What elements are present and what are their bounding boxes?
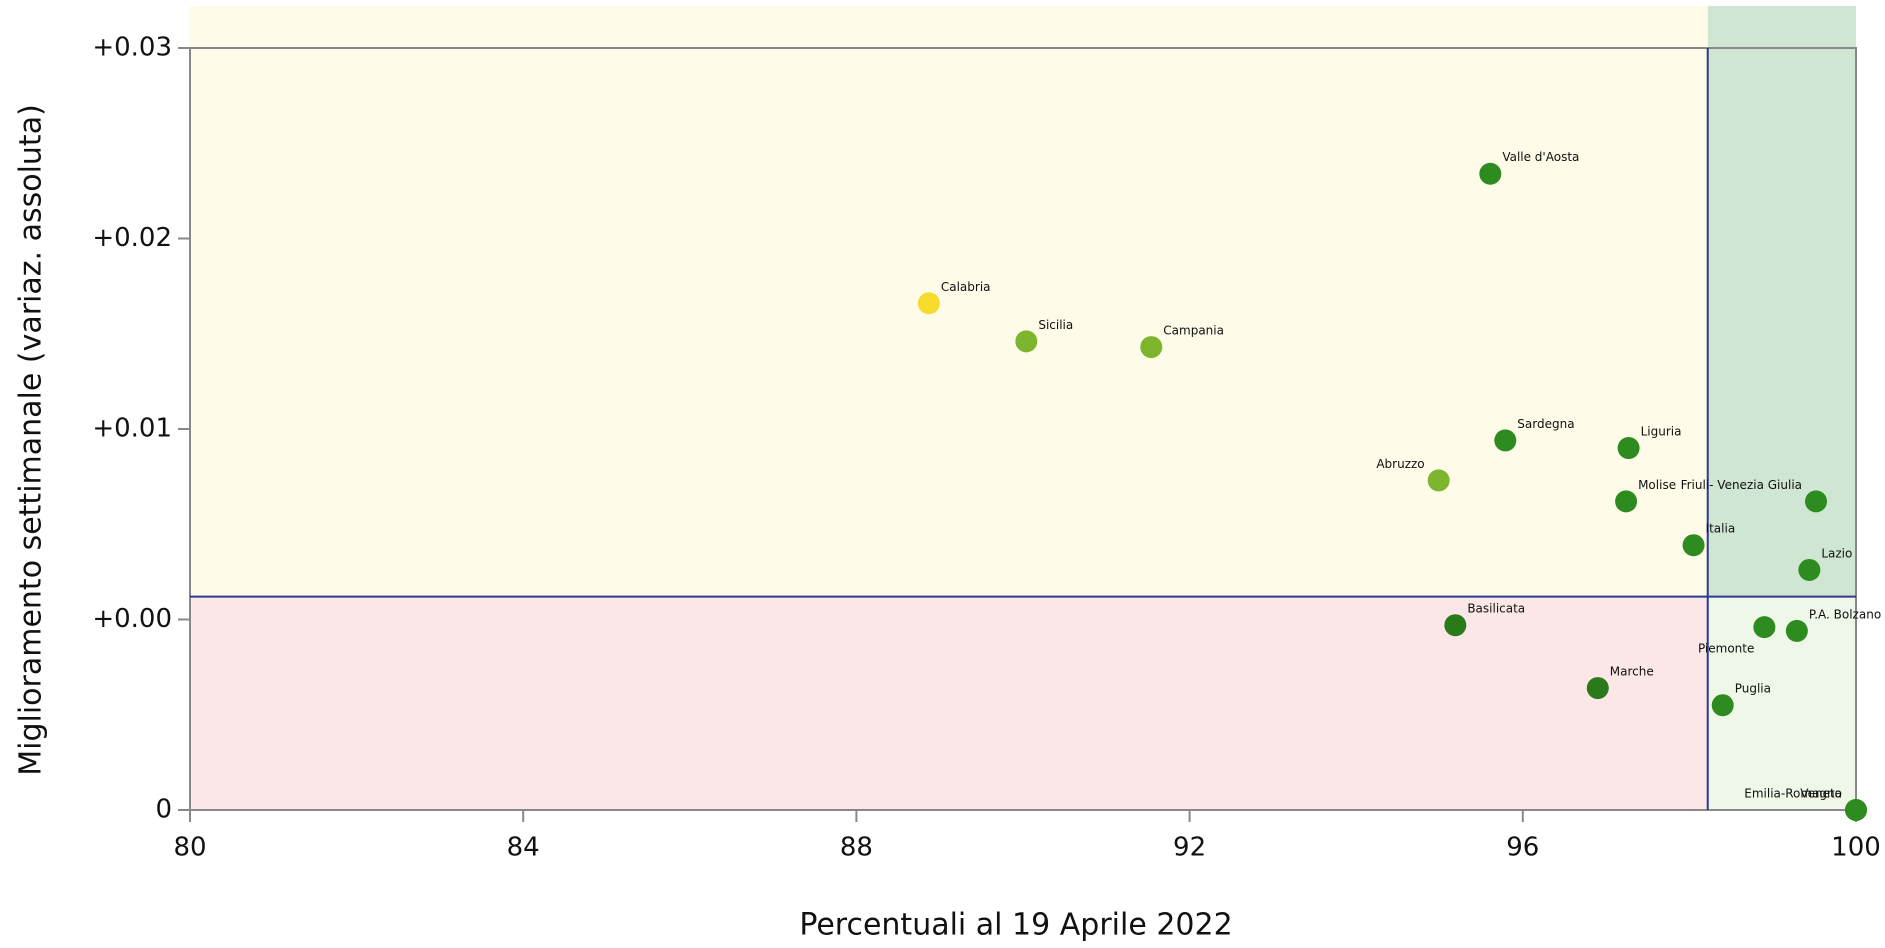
point bbox=[1015, 330, 1038, 353]
point bbox=[1140, 336, 1163, 359]
point bbox=[1479, 162, 1502, 185]
y-tick-label: +0.02 bbox=[92, 223, 172, 253]
quadrant-bottom-left bbox=[190, 596, 1708, 810]
point bbox=[1617, 437, 1640, 460]
point bbox=[1785, 619, 1808, 642]
y-tick-label: +0.03 bbox=[92, 33, 172, 63]
point bbox=[1615, 490, 1638, 513]
x-tick-label: 80 bbox=[173, 833, 206, 863]
point bbox=[1586, 677, 1609, 700]
point-label: Friuli- Venezia Giulia bbox=[1681, 478, 1802, 492]
point-label: Piemonte bbox=[1698, 642, 1754, 656]
point bbox=[1427, 469, 1450, 492]
point-label: Sicilia bbox=[1038, 318, 1073, 332]
x-tick-label: 92 bbox=[1173, 833, 1206, 863]
point-label: Calabria bbox=[941, 280, 991, 294]
point-label: Puglia bbox=[1735, 682, 1771, 696]
y-tick-label: +0.01 bbox=[92, 414, 172, 444]
x-tick-label: 100 bbox=[1831, 833, 1881, 863]
x-tick-label: 88 bbox=[840, 833, 873, 863]
point-label: P.A. Bolzano bbox=[1809, 607, 1881, 621]
x-tick-label: 96 bbox=[1506, 833, 1539, 863]
plot-area bbox=[189, 6, 1857, 811]
point-label: Marche bbox=[1610, 665, 1654, 679]
point bbox=[1845, 799, 1867, 821]
point bbox=[1711, 694, 1734, 717]
point-label: Liguria bbox=[1641, 425, 1682, 439]
point-label: Lazio bbox=[1821, 546, 1852, 560]
point-label: Emilia-Romagna bbox=[1744, 787, 1842, 801]
point-label: Basilicata bbox=[1467, 602, 1525, 616]
quadrant-top-right bbox=[1707, 6, 1856, 597]
point-label: Sardegna bbox=[1517, 417, 1574, 431]
point-label: Veneto bbox=[1800, 787, 1842, 801]
x-axis-title: Percentuali al 19 Aprile 2022 bbox=[799, 908, 1232, 943]
point bbox=[1805, 490, 1828, 513]
point bbox=[1798, 558, 1821, 581]
point-label: Italia bbox=[1706, 522, 1736, 536]
point bbox=[1494, 429, 1517, 452]
point-label: Campania bbox=[1163, 324, 1224, 338]
point bbox=[1682, 534, 1705, 557]
point-label: Valle d'Aosta bbox=[1502, 150, 1579, 164]
x-tick-label: 84 bbox=[507, 833, 540, 863]
y-tick-label: +0.00 bbox=[92, 604, 172, 634]
point-label: Molise bbox=[1638, 478, 1676, 492]
point bbox=[917, 292, 940, 315]
point bbox=[1753, 616, 1776, 639]
quadrant-top-left bbox=[190, 6, 1708, 597]
point bbox=[1444, 614, 1467, 637]
point-label: Abruzzo bbox=[1376, 457, 1424, 471]
y-tick-label: 0 bbox=[155, 795, 172, 825]
y-axis-title: Miglioramento settimanale (variaz. assol… bbox=[14, 104, 49, 776]
